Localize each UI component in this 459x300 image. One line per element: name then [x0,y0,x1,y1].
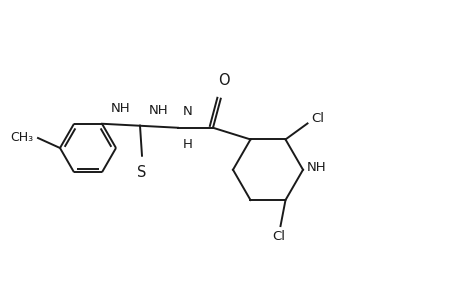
Text: H: H [183,138,192,151]
Text: S: S [137,165,146,180]
Text: NH: NH [149,104,168,117]
Text: NH: NH [111,102,130,115]
Text: Cl: Cl [310,112,323,125]
Text: N: N [183,105,192,118]
Text: NH: NH [307,161,326,174]
Text: CH₃: CH₃ [10,130,33,143]
Text: O: O [218,73,230,88]
Text: Cl: Cl [271,230,285,243]
